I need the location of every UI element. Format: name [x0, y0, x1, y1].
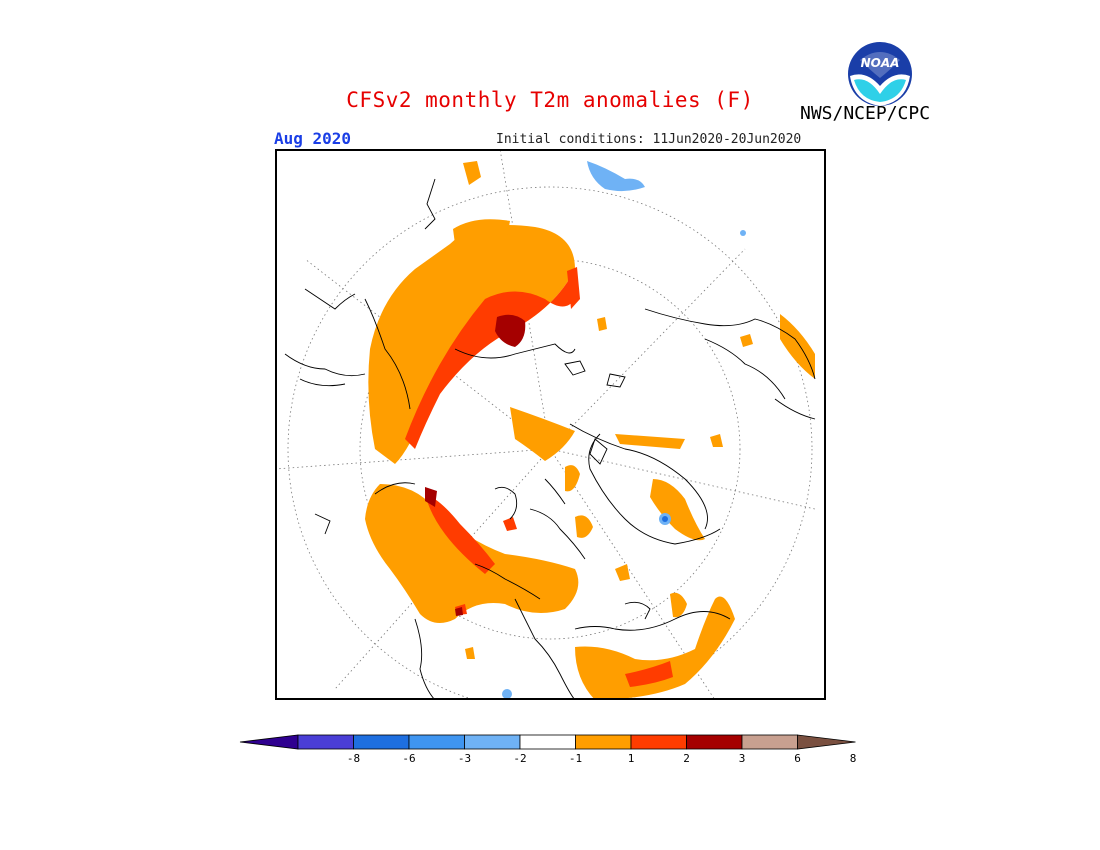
colorbar-tick-label: -2	[513, 752, 526, 765]
colorbar-tick-label: -8	[347, 752, 360, 765]
colorbar-low-arrow	[239, 734, 299, 750]
colorbar-bin	[741, 734, 798, 750]
graticule	[275, 149, 816, 700]
colorbar-tick-label: -1	[569, 752, 582, 765]
colorbar-bin	[297, 734, 354, 750]
colorbar-tick-label: 6	[794, 752, 801, 765]
period-label: Aug 2020	[274, 129, 352, 148]
colorbar-tick-label: 8	[850, 752, 857, 765]
initial-conditions-label: Initial conditions: 11Jun2020-20Jun2020	[496, 132, 802, 147]
anomaly-map	[275, 149, 826, 700]
colorbar-bin	[408, 734, 465, 750]
colorbar-tick-label: 3	[739, 752, 746, 765]
noaa-logo: NOAA	[846, 40, 914, 108]
colorbar-bin	[575, 734, 632, 750]
colorbar-tick-label: 2	[683, 752, 690, 765]
chart-title: CFSv2 monthly T2m anomalies (F)	[346, 88, 754, 112]
colorbar-tick-label: 1	[628, 752, 635, 765]
organization-label: NWS/NCEP/CPC	[800, 103, 931, 124]
coastlines	[284, 178, 816, 700]
colorbar-bin	[464, 734, 521, 750]
colorbar-tick-label: -6	[402, 752, 415, 765]
anomaly-3-to-6	[425, 314, 526, 616]
colorbar-bin	[353, 734, 410, 750]
anomaly-2-to-3	[405, 267, 673, 687]
colorbar: -8 -6 -3 -2 -1 1 2 3 6 8	[238, 730, 863, 770]
colorbar-bin	[630, 734, 687, 750]
colorbar-high-arrow	[797, 734, 856, 750]
colorbar-tick-label: -3	[458, 752, 471, 765]
colorbar-bin	[686, 734, 743, 750]
logo-text: NOAA	[861, 56, 900, 70]
colorbar-bin	[519, 734, 576, 750]
